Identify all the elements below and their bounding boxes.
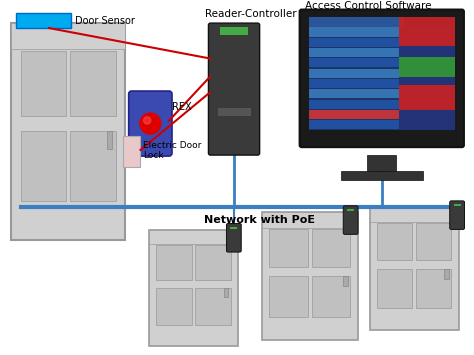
Text: Access Control Software: Access Control Software <box>305 1 431 11</box>
Bar <box>367 155 396 171</box>
Bar <box>377 223 412 260</box>
Bar <box>399 85 455 110</box>
Bar <box>309 17 404 27</box>
Bar <box>309 17 455 26</box>
FancyBboxPatch shape <box>227 224 241 252</box>
Bar <box>343 276 347 286</box>
Text: Network with PoE: Network with PoE <box>204 215 315 225</box>
Bar <box>399 17 455 45</box>
Bar <box>445 269 449 279</box>
Bar <box>399 17 455 130</box>
Bar <box>370 207 458 331</box>
Bar <box>70 131 116 201</box>
Bar <box>262 212 358 228</box>
Bar <box>262 212 358 340</box>
Bar <box>370 207 458 222</box>
Bar <box>312 276 350 317</box>
Bar <box>309 89 455 98</box>
Bar <box>309 48 455 57</box>
Bar <box>20 131 66 201</box>
FancyBboxPatch shape <box>450 201 465 229</box>
Bar <box>11 23 125 240</box>
FancyBboxPatch shape <box>209 23 260 155</box>
Circle shape <box>144 117 151 124</box>
Bar <box>416 269 452 308</box>
Bar <box>149 230 238 346</box>
Text: REX: REX <box>172 102 191 112</box>
Bar <box>309 58 455 67</box>
Bar <box>269 229 308 267</box>
Bar <box>195 288 231 325</box>
Bar <box>11 23 125 49</box>
Bar <box>123 136 140 167</box>
Bar <box>341 171 423 180</box>
Bar <box>230 227 237 229</box>
Bar <box>309 120 455 129</box>
Text: Door Sensor: Door Sensor <box>74 16 134 26</box>
Bar <box>309 38 455 47</box>
Bar <box>347 209 354 211</box>
Bar <box>309 69 455 78</box>
Bar <box>156 245 192 280</box>
Bar <box>309 17 455 130</box>
FancyBboxPatch shape <box>343 206 358 234</box>
Bar <box>454 204 461 206</box>
Bar <box>309 110 455 119</box>
Bar <box>195 245 231 280</box>
Bar <box>377 269 412 308</box>
Bar <box>399 57 455 77</box>
Bar <box>309 27 455 37</box>
Bar <box>309 99 455 109</box>
Bar <box>149 230 238 244</box>
Bar <box>269 276 308 317</box>
Bar <box>218 108 251 116</box>
Circle shape <box>140 113 161 134</box>
Bar <box>107 131 112 149</box>
Bar <box>309 17 455 27</box>
Bar <box>156 288 192 325</box>
Bar <box>309 79 455 88</box>
FancyBboxPatch shape <box>300 10 464 147</box>
Bar <box>20 51 66 116</box>
FancyBboxPatch shape <box>128 91 172 156</box>
Text: Reader-Controller: Reader-Controller <box>206 9 297 19</box>
Bar <box>220 27 248 35</box>
Bar <box>17 13 71 28</box>
Text: Electric Door
Lock: Electric Door Lock <box>144 141 202 160</box>
Bar <box>224 288 228 297</box>
Bar <box>70 51 116 116</box>
Bar <box>416 223 452 260</box>
Bar <box>312 229 350 267</box>
